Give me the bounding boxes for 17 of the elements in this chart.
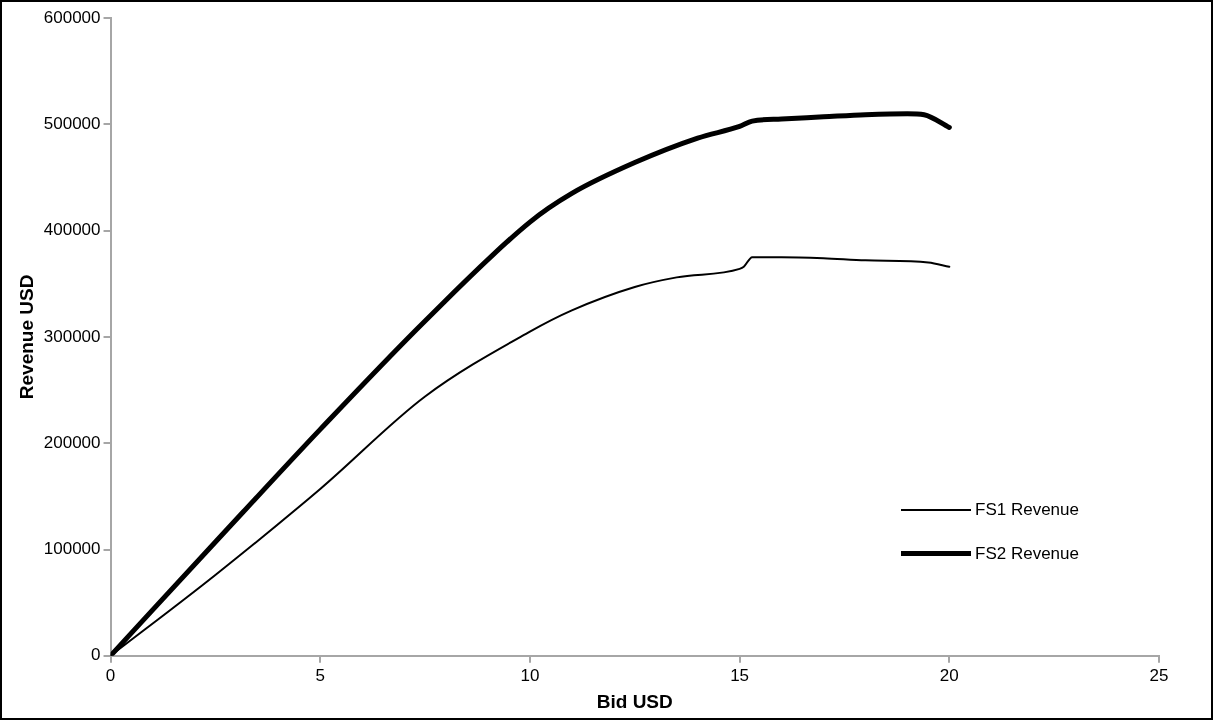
x-tick-label: 10 xyxy=(520,665,540,685)
x-tick-label: 0 xyxy=(105,665,116,685)
y-tick-label: 200000 xyxy=(43,432,101,452)
x-tick-label: 25 xyxy=(1149,665,1169,685)
x-tick-label: 5 xyxy=(315,665,325,685)
x-axis-title: Bid USD xyxy=(596,690,673,712)
legend-label: FS2 Revenue xyxy=(975,543,1079,564)
legend-label: FS1 Revenue xyxy=(975,499,1079,520)
y-tick-label: 400000 xyxy=(43,220,101,240)
x-tick-label: 20 xyxy=(939,665,959,685)
y-tick-label: 500000 xyxy=(43,113,101,133)
y-tick-label: 100000 xyxy=(43,539,101,559)
x-tick-label: 15 xyxy=(730,665,750,685)
y-tick-label: 0 xyxy=(91,645,101,665)
y-tick-label: 600000 xyxy=(43,7,101,27)
y-axis-title: Revenue USD xyxy=(15,274,37,400)
y-tick-label: 300000 xyxy=(43,326,101,346)
